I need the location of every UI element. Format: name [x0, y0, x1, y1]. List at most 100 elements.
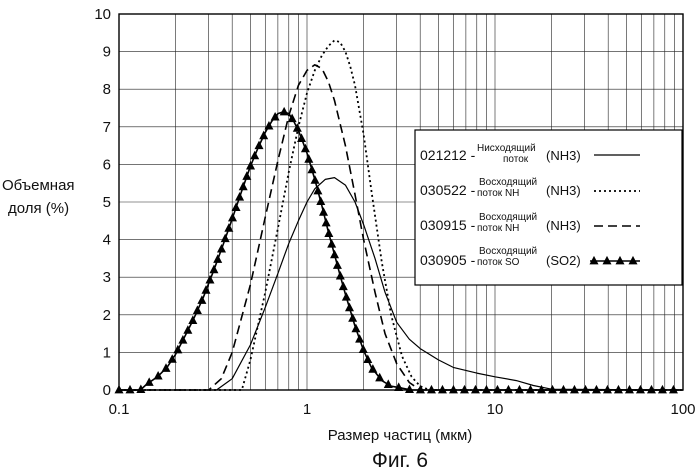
triangle-marker [213, 254, 223, 263]
triangle-marker [344, 302, 354, 312]
triangle-marker [338, 281, 348, 291]
triangle-marker [426, 384, 436, 394]
legend-desc-line-2: поток NH [477, 188, 519, 199]
triangle-marker [153, 370, 163, 380]
triangle-marker [173, 344, 183, 354]
triangle-marker [136, 384, 146, 394]
triangle-marker [405, 384, 415, 394]
triangle-marker [492, 384, 502, 394]
triangle-marker [319, 207, 329, 216]
triangle-marker [188, 315, 198, 324]
legend-desc-line-1: Восходящий [479, 177, 537, 188]
triangle-marker [220, 233, 230, 243]
triangle-marker [197, 295, 207, 304]
triangle-marker [383, 379, 393, 388]
triangle-marker [313, 185, 323, 195]
x-tick-labels: 0.1 1 10 100 [109, 401, 696, 418]
triangle-marker [503, 384, 513, 394]
triangle-marker [348, 313, 358, 322]
triangle-marker [459, 384, 469, 394]
triangle-marker [167, 354, 177, 363]
triangle-marker [351, 323, 361, 333]
triangle-marker [125, 384, 135, 394]
legend-entry-030522: 030522 - Восходящий поток NH (NH3) [420, 177, 640, 199]
triangle-marker [547, 384, 557, 394]
triangle-marker [591, 384, 601, 394]
triangle-marker [250, 150, 260, 160]
triangle-marker [335, 270, 345, 280]
triangle-marker [192, 305, 202, 314]
triangle-marker [242, 171, 252, 180]
triangle-marker [375, 372, 385, 382]
triangle-marker [536, 384, 546, 394]
triangle-marker [114, 384, 124, 394]
triangle-marker [235, 192, 245, 201]
series-solid-triangles [114, 106, 683, 394]
series-layer [114, 39, 684, 394]
triangle-marker [216, 243, 226, 253]
triangle-marker [183, 325, 193, 334]
triangle-marker [624, 384, 634, 394]
triangle-marker [231, 202, 241, 212]
y-tick-label: 5 [103, 194, 111, 211]
y-tick-label: 4 [103, 232, 111, 249]
triangle-marker [363, 354, 373, 364]
legend-code: 021212 - [420, 147, 476, 163]
triangle-marker [613, 384, 623, 394]
legend-box [414, 129, 683, 286]
triangle-marker [300, 143, 310, 153]
x-tick-label: 1 [303, 401, 311, 418]
triangle-marker [481, 384, 491, 394]
x-tick-label: 100 [670, 401, 695, 418]
triangle-marker [341, 292, 351, 301]
triangle-marker [259, 130, 269, 140]
legend-swatch-triangles [589, 255, 640, 265]
triangle-marker [297, 133, 307, 142]
legend-code: 030522 - [420, 182, 476, 198]
legend-entry-030905: 030905 - Восходящий поток SO (SO2) [420, 246, 640, 268]
triangle-marker [355, 334, 365, 343]
legend-entry-021212: 021212 - Нисходящий поток (NH3) [420, 143, 640, 165]
triangle-marker [270, 111, 280, 121]
triangle-marker [304, 154, 314, 163]
triangle-marker [668, 384, 678, 394]
triangle-marker [589, 255, 599, 265]
triangle-marker [437, 384, 447, 394]
triangle-marker [310, 175, 320, 184]
triangle-marker [321, 217, 331, 227]
legend-desc-line-2: поток NH [477, 223, 519, 234]
triangle-marker [287, 113, 297, 123]
legend-desc-line-1: Восходящий [479, 246, 537, 257]
triangle-marker [514, 384, 524, 394]
legend-chem: (NH3) [546, 218, 581, 233]
triangle-marker [615, 255, 625, 265]
triangle-marker [569, 384, 579, 394]
triangle-marker [332, 260, 342, 269]
triangle-marker [307, 164, 317, 174]
triangle-marker [330, 249, 340, 259]
triangle-marker [602, 384, 612, 394]
triangle-marker [525, 384, 535, 394]
triangle-marker [580, 384, 590, 394]
triangle-marker [228, 212, 238, 222]
triangle-marker [358, 344, 368, 353]
triangle-marker [327, 239, 337, 248]
y-tick-label: 10 [94, 6, 111, 23]
y-tick-label: 6 [103, 156, 111, 173]
y-tick-label: 9 [103, 44, 111, 61]
legend-desc-line-1: Восходящий [479, 212, 537, 223]
triangle-marker [470, 384, 480, 394]
legend-code: 030905 - [420, 252, 476, 268]
triangle-marker [209, 264, 219, 274]
legend-desc-line-1: Нисходящий [477, 143, 536, 154]
legend-desc-line-2: поток [503, 154, 529, 165]
y-axis-label-line-2: доля (%) [8, 200, 69, 217]
triangle-marker [316, 196, 326, 206]
legend: 021212 - Нисходящий поток (NH3) 030522 -… [414, 129, 683, 286]
triangle-marker [448, 384, 458, 394]
series-line [119, 64, 683, 391]
y-tick-label: 3 [103, 269, 111, 286]
triangle-marker [178, 335, 188, 344]
legend-chem: (SO2) [546, 253, 581, 268]
